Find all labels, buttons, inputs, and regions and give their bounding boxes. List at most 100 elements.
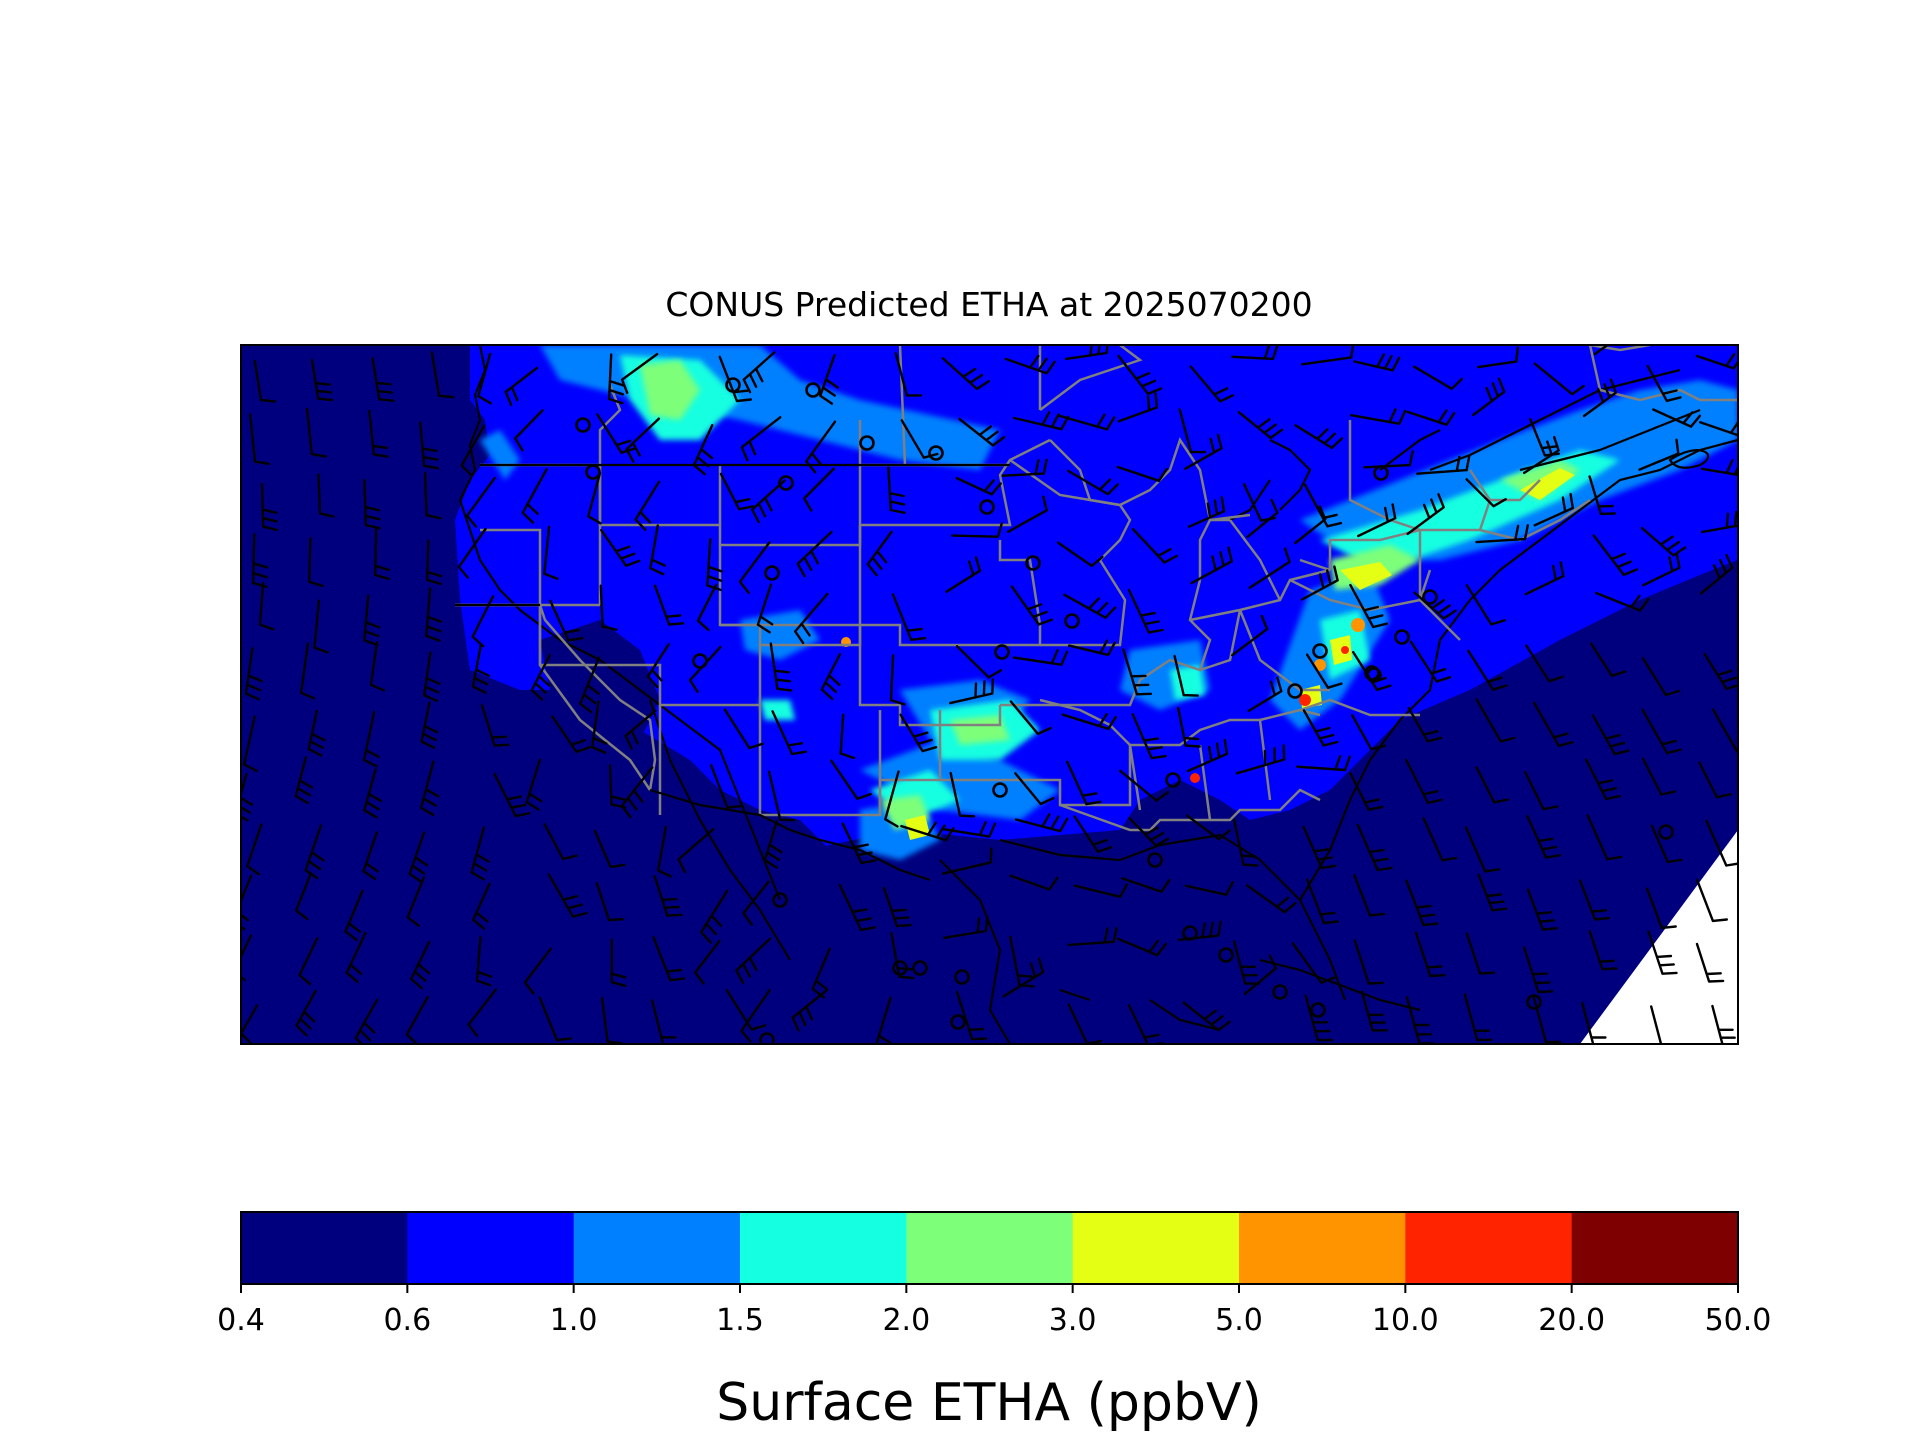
wind-barb bbox=[423, 472, 442, 520]
wind-barb bbox=[719, 472, 754, 511]
wind-barb bbox=[1524, 561, 1565, 596]
wind-barb bbox=[466, 476, 496, 528]
wind-barb bbox=[298, 937, 319, 986]
wind-barb bbox=[1406, 409, 1456, 426]
wind-barb bbox=[791, 989, 828, 1032]
wind-barb bbox=[1360, 990, 1388, 1032]
map-frame bbox=[240, 344, 1739, 1045]
colorbar-tick-label: 50.0 bbox=[1705, 1303, 1772, 1338]
wind-barb bbox=[696, 583, 718, 632]
wind-barb bbox=[1116, 937, 1167, 957]
calm-wind-circle bbox=[1310, 1002, 1326, 1018]
wind-barb bbox=[1465, 478, 1507, 508]
wind-barb bbox=[1119, 769, 1169, 802]
wind-barb bbox=[1584, 758, 1622, 801]
calm-wind-circle bbox=[994, 644, 1010, 660]
wind-barb bbox=[899, 713, 938, 753]
wind-barb bbox=[310, 358, 334, 402]
wind-barb bbox=[549, 599, 584, 642]
wind-barb bbox=[866, 530, 893, 577]
wind-barb bbox=[369, 641, 386, 692]
wind-barb bbox=[1306, 878, 1339, 925]
wind-barb bbox=[345, 931, 367, 983]
wind-barb bbox=[368, 409, 389, 458]
wind-barb bbox=[258, 581, 275, 631]
wind-barb bbox=[1131, 528, 1178, 564]
wind-barb bbox=[425, 587, 443, 642]
wind-barb bbox=[1363, 450, 1414, 469]
wind-barb bbox=[839, 713, 856, 760]
colorbar-swatch bbox=[906, 1212, 1074, 1284]
wind-barb bbox=[838, 883, 876, 932]
wind-barb bbox=[420, 701, 439, 749]
wind-barb bbox=[599, 584, 618, 631]
wind-barb bbox=[471, 643, 490, 694]
wind-barb bbox=[425, 539, 442, 586]
wind-barb bbox=[1646, 364, 1682, 402]
wind-barb bbox=[1465, 584, 1506, 626]
wind-barb bbox=[1464, 826, 1501, 873]
wind-barb bbox=[894, 352, 923, 397]
wind-barb bbox=[1009, 874, 1059, 891]
wind-barb bbox=[460, 424, 486, 477]
wind-barb bbox=[1305, 653, 1343, 689]
wind-barb bbox=[308, 537, 324, 588]
colorbar-tick-label: 5.0 bbox=[1215, 1303, 1263, 1338]
wind-barb bbox=[1475, 766, 1510, 804]
calm-wind-circle bbox=[1182, 925, 1198, 941]
wind-barb bbox=[610, 938, 627, 987]
calm-wind-circle bbox=[1422, 589, 1438, 605]
wind-barb bbox=[1232, 818, 1259, 867]
wind-barb bbox=[1645, 887, 1677, 930]
wind-barb bbox=[1187, 496, 1226, 528]
wind-barb bbox=[1012, 649, 1069, 666]
wind-barb bbox=[819, 354, 839, 405]
wind-barb bbox=[406, 876, 425, 927]
wind-barb bbox=[1296, 754, 1351, 772]
calm-wind-circle bbox=[912, 960, 928, 976]
wind-barb bbox=[1477, 346, 1519, 369]
wind-barb bbox=[1073, 883, 1129, 898]
wind-barb bbox=[1066, 760, 1102, 806]
wind-barb bbox=[1703, 652, 1738, 691]
wind-barb bbox=[405, 995, 429, 1044]
wind-barb bbox=[1407, 707, 1443, 743]
wind-barb bbox=[1002, 957, 1045, 998]
wind-barb bbox=[1641, 757, 1677, 796]
wind-barb bbox=[1173, 654, 1199, 697]
wind-barb bbox=[796, 530, 833, 578]
wind-barb bbox=[1302, 709, 1339, 747]
wind-barb bbox=[751, 479, 786, 524]
calm-wind-circle bbox=[950, 1014, 966, 1030]
wind-barb bbox=[1014, 813, 1069, 833]
wind-barb bbox=[811, 947, 831, 999]
colorbar-tick-label: 3.0 bbox=[1049, 1303, 1097, 1338]
calm-wind-circle bbox=[1165, 772, 1181, 788]
wind-barb bbox=[1413, 365, 1463, 390]
calm-wind-circle bbox=[1526, 994, 1542, 1010]
wind-barb bbox=[504, 366, 539, 407]
wind-barb bbox=[307, 709, 326, 757]
wind-barb bbox=[1001, 458, 1048, 477]
wind-barb bbox=[1581, 1001, 1607, 1044]
wind-barb bbox=[1004, 354, 1056, 375]
wind-barb bbox=[523, 947, 552, 995]
wind-barb bbox=[595, 882, 625, 922]
wind-barb bbox=[700, 889, 729, 944]
wind-barb bbox=[1414, 931, 1446, 978]
wind-barb bbox=[941, 847, 993, 875]
wind-barb bbox=[1532, 995, 1562, 1044]
wind-barb bbox=[900, 821, 955, 842]
calm-wind-circle bbox=[1373, 465, 1389, 481]
wind-barb bbox=[1189, 365, 1235, 403]
calm-wind-circle bbox=[759, 1032, 775, 1044]
hotspot-regions bbox=[841, 618, 1365, 783]
wind-barb bbox=[1012, 411, 1070, 431]
concentration-map bbox=[241, 345, 1738, 1044]
colorbar-tick-label: 2.0 bbox=[882, 1303, 930, 1338]
map-title: CONUS Predicted ETHA at 2025070200 bbox=[665, 285, 1312, 324]
wind-barb bbox=[1711, 708, 1738, 753]
wind-barb bbox=[1291, 942, 1336, 984]
wind-barb bbox=[363, 768, 383, 819]
wind-barb bbox=[1357, 503, 1397, 538]
